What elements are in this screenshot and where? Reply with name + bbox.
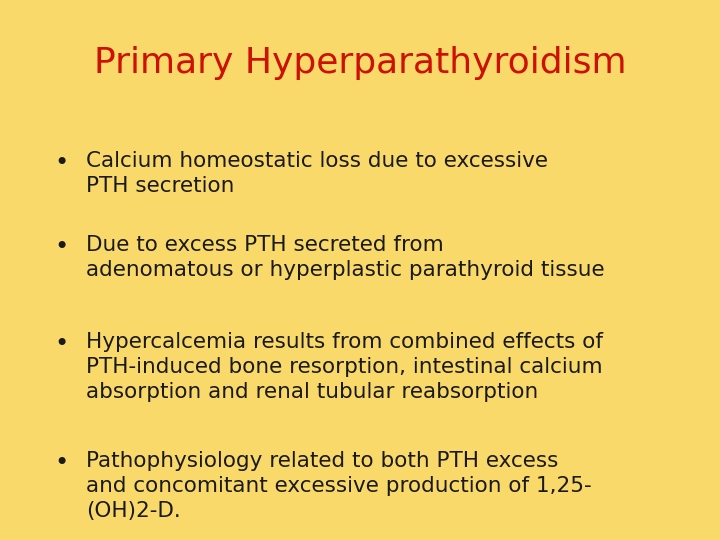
- Text: Hypercalcemia results from combined effects of
PTH-induced bone resorption, inte: Hypercalcemia results from combined effe…: [86, 332, 603, 402]
- Text: Calcium homeostatic loss due to excessive
PTH secretion: Calcium homeostatic loss due to excessiv…: [86, 151, 549, 196]
- Text: Pathophysiology related to both PTH excess
and concomitant excessive production : Pathophysiology related to both PTH exce…: [86, 451, 592, 521]
- Text: •: •: [54, 451, 68, 475]
- Text: Primary Hyperparathyroidism: Primary Hyperparathyroidism: [94, 46, 626, 80]
- Text: Due to excess PTH secreted from
adenomatous or hyperplastic parathyroid tissue: Due to excess PTH secreted from adenomat…: [86, 235, 605, 280]
- Text: •: •: [54, 151, 68, 175]
- Text: •: •: [54, 235, 68, 259]
- Text: •: •: [54, 332, 68, 356]
